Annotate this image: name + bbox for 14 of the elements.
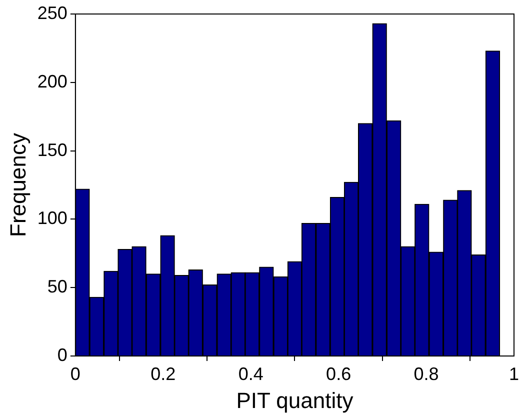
- y-tick-label: 0: [57, 344, 68, 365]
- y-tick-label: 50: [47, 276, 68, 297]
- x-tick-label: 1: [508, 364, 520, 384]
- y-tick-label: 250: [37, 2, 68, 23]
- y-tick-label: 200: [37, 71, 68, 92]
- x-axis-title: PIT quantity: [236, 388, 354, 413]
- y-tick-label: 100: [37, 208, 68, 228]
- x-tick-label: 0: [70, 364, 80, 384]
- x-tick-label: 0.2: [150, 364, 176, 384]
- x-tick-label: 0.8: [414, 364, 439, 384]
- y-axis-title: Frequency: [5, 133, 30, 237]
- x-tick-label: 0.4: [238, 364, 264, 384]
- y-tick-label: 150: [37, 140, 68, 160]
- x-tick-label: 0.6: [326, 364, 352, 384]
